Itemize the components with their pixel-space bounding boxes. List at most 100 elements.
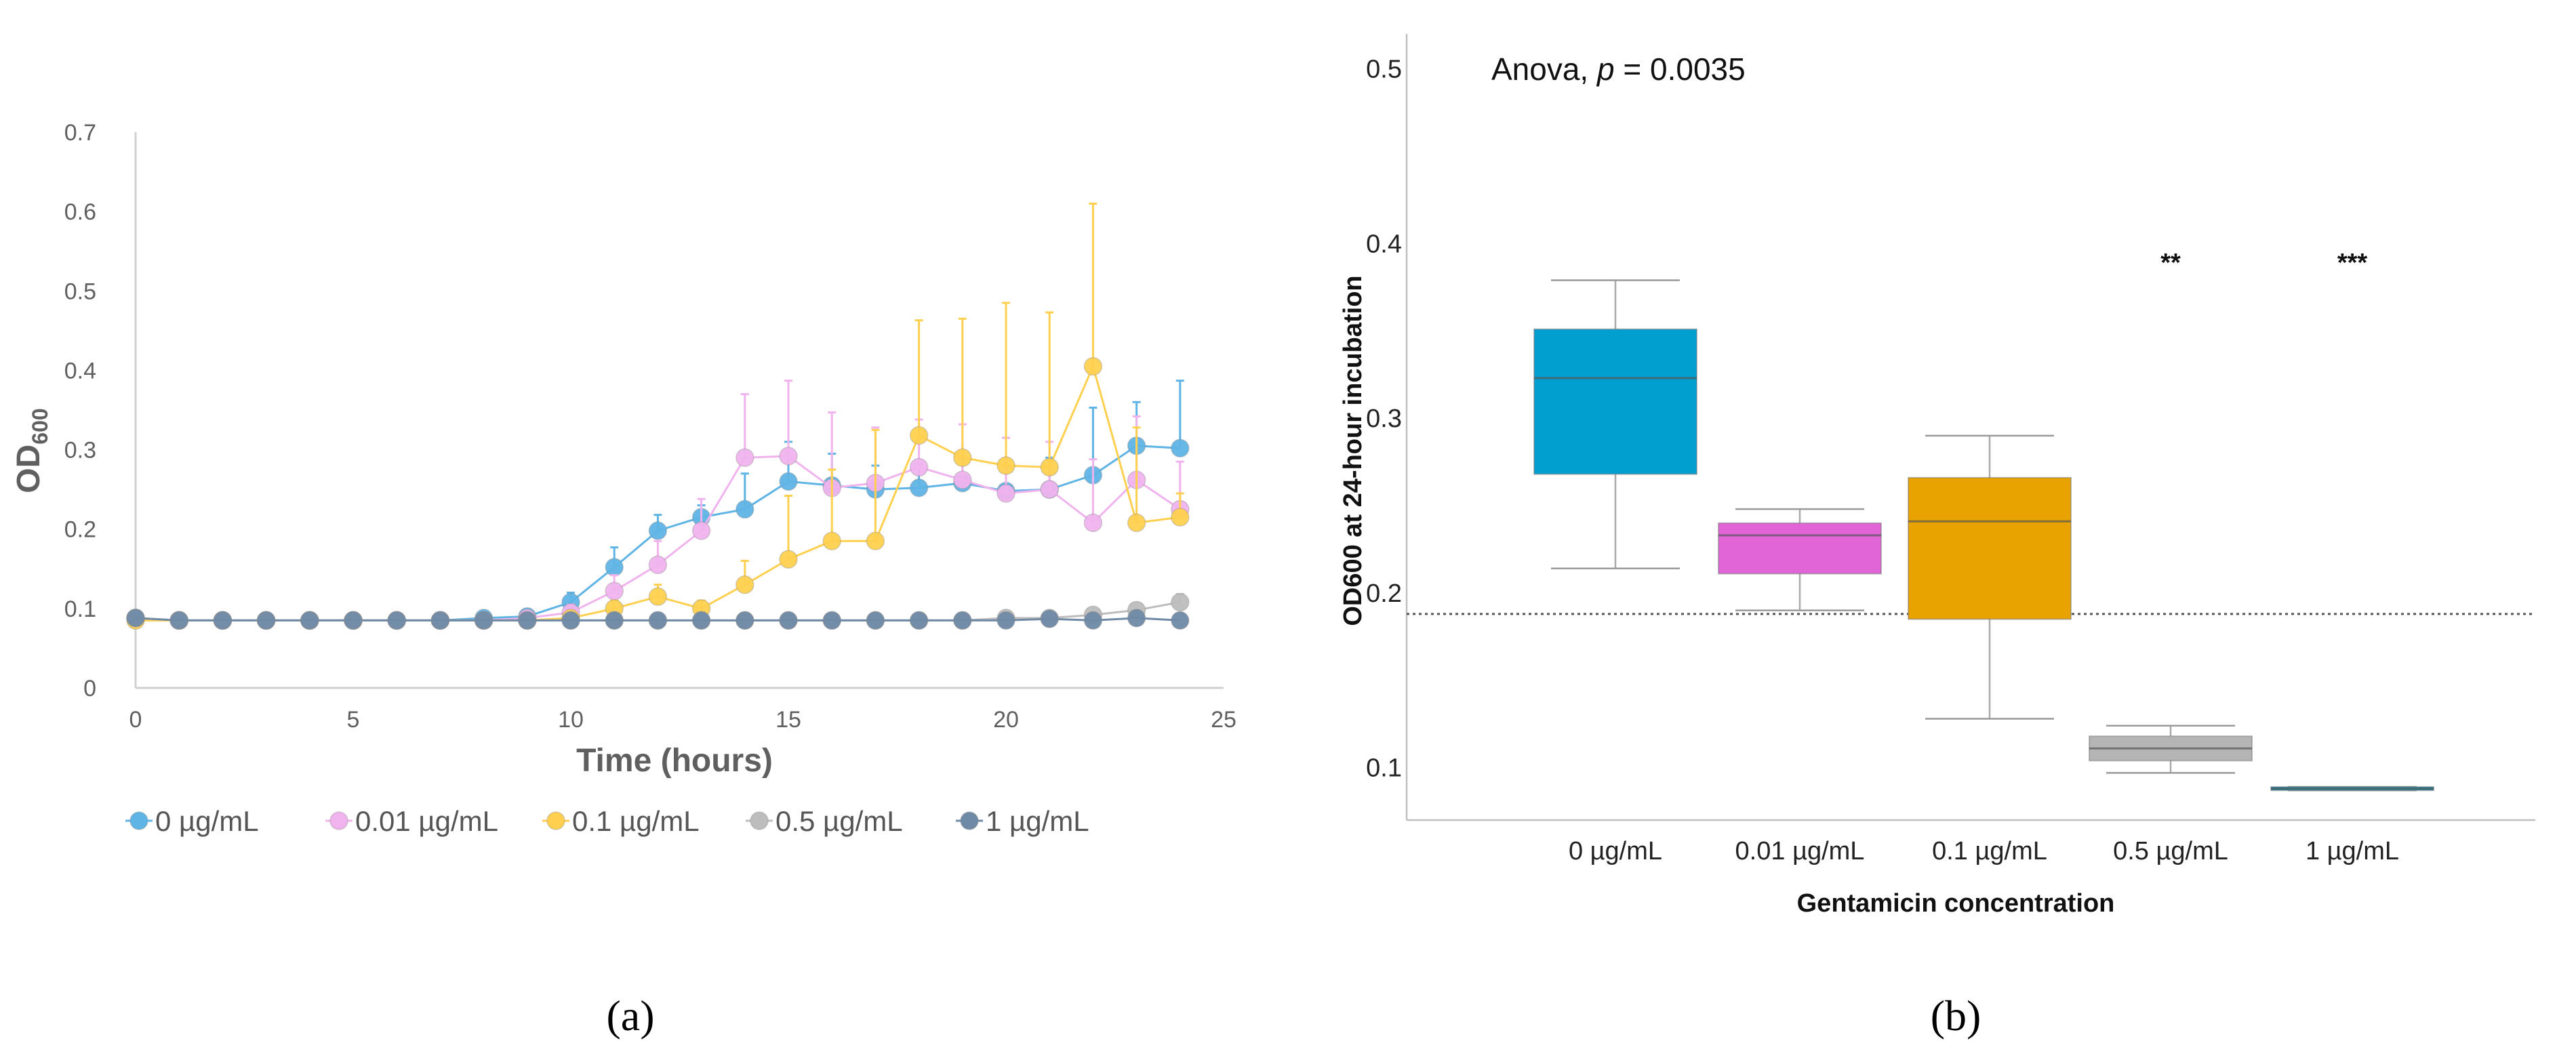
data-point [953,471,971,489]
panel-a-y-axis-label-subscript: 600 [28,408,52,444]
legend-swatch-marker [329,811,348,830]
panel-b-x-axis-label: Gentamicin concentration [1797,889,2115,918]
panel-a-y-tick-label: 0 [83,676,96,701]
data-point [997,457,1015,474]
data-point-outline [779,611,798,630]
data-point-outline [387,611,406,630]
data-point-outline [474,611,494,630]
panel-b-x-tick-label: 0.01 µg/mL [1735,837,1865,865]
data-point [649,522,667,540]
panel-b-y-ticks: 0.1 0.2 0.3 0.4 0.5 [1366,56,1402,783]
panel-b-label: (b) [1931,992,1981,1040]
legend-swatch-marker [129,811,148,830]
panel-a-y-tick-label: 0.6 [64,199,96,225]
data-point-outline [736,575,754,594]
panel-b-y-axis-label: OD600 at 24-hour incubation [1339,275,1367,626]
legend-item: 0.1 µg/mL [542,805,700,837]
data-point-outline [1171,508,1190,527]
data-point [780,447,797,465]
panel-a-y-tick-label: 0.3 [64,438,96,464]
data-point [649,556,667,574]
data-point [388,611,406,630]
data-point-outline [997,456,1015,475]
data-point-outline [736,448,754,468]
data-point [910,611,928,630]
data-point [997,611,1015,630]
data-point-outline [1171,592,1190,612]
data-point-outline [909,426,929,445]
legend-label: 0 µg/mL [155,805,259,837]
data-point [1127,609,1146,627]
panel-a-x-tick-label: 20 [993,707,1019,733]
legend-label: 1 µg/mL [986,805,1089,837]
data-point [692,522,710,540]
legend-swatch-marker [546,811,565,830]
panel-a-line-chart: 0 0.1 0.2 0.3 0.4 0.5 0.6 0.7 0 5 10 15 20 25 Time (… [11,120,1236,1040]
data-point-outline [1083,356,1103,376]
data-point-outline [953,611,972,630]
data-point-outline [779,550,798,569]
significance-marker: ** [2160,249,2181,277]
panel-b-y-tick-label: 0.5 [1366,56,1402,84]
data-point-outline [953,470,972,489]
data-point [736,500,754,518]
data-point-outline [648,521,668,540]
data-point-outline [736,500,754,519]
panel-b-y-tick-label: 0.2 [1366,579,1402,608]
data-point [910,426,928,445]
series-1gmL [126,609,1190,630]
box-iqr [1533,328,1697,475]
data-point-outline [736,611,754,630]
data-point [562,611,580,630]
data-point [866,611,885,630]
data-point [127,609,144,627]
data-point [1041,458,1059,476]
data-point [344,611,362,630]
data-point-outline [648,587,668,607]
data-point [605,582,624,600]
data-point-outline [997,484,1015,503]
data-point-outline [1083,513,1103,533]
panel-a-x-tick-label: 15 [776,707,801,733]
data-point [1171,593,1189,611]
legend-item: 0 µg/mL [125,805,259,837]
data-point [518,611,536,630]
panel-b-y-tick-label: 0.4 [1366,230,1402,258]
data-point-outline [256,611,276,630]
panel-a-y-tick-label: 0.4 [64,358,96,384]
data-point-outline [1083,611,1103,630]
box-2 [1908,434,2072,720]
data-point-outline [605,611,624,630]
panel-b-x-ticks: 0 µg/mL 0.01 µg/mL 0.1 µg/mL 0.5 µg/mL 1 µg/… [1569,837,2399,865]
box-iqr [1718,522,1882,575]
data-point-outline [779,472,798,491]
data-point-outline [909,611,929,630]
data-point [605,611,624,630]
data-point-outline [691,611,711,630]
box-3: ** [2089,249,2253,774]
data-point-outline [648,555,668,575]
data-point-outline [997,611,1015,630]
panel-b-x-tick-label: 0 µg/mL [1569,837,1662,865]
data-point [1084,357,1102,375]
data-point-outline [1040,609,1059,628]
panel-b-box-plot: 0.10.20.30.40.5 ** *** 0 µg/mL 0.01 µg/mL 0… [1339,34,2535,1040]
data-point-outline [344,611,363,630]
data-point [1084,611,1102,630]
data-point [300,611,319,630]
data-point-outline [648,611,668,630]
panel-b-x-tick-label: 1 µg/mL [2306,837,2399,865]
data-point-outline [1171,439,1190,457]
panel-a-y-tick-label: 0.2 [64,517,96,543]
data-point [257,611,275,630]
data-point [866,532,885,550]
panel-a-y-axis-label-main: OD [11,445,47,493]
data-point [649,611,667,630]
box-1 [1718,508,1882,611]
data-point-outline [866,531,885,551]
data-point [823,532,841,550]
panel-a-x-axis-label: Time (hours) [576,743,773,779]
box-iqr [1908,476,2072,620]
panel-a-x-tick-label: 25 [1211,707,1236,733]
